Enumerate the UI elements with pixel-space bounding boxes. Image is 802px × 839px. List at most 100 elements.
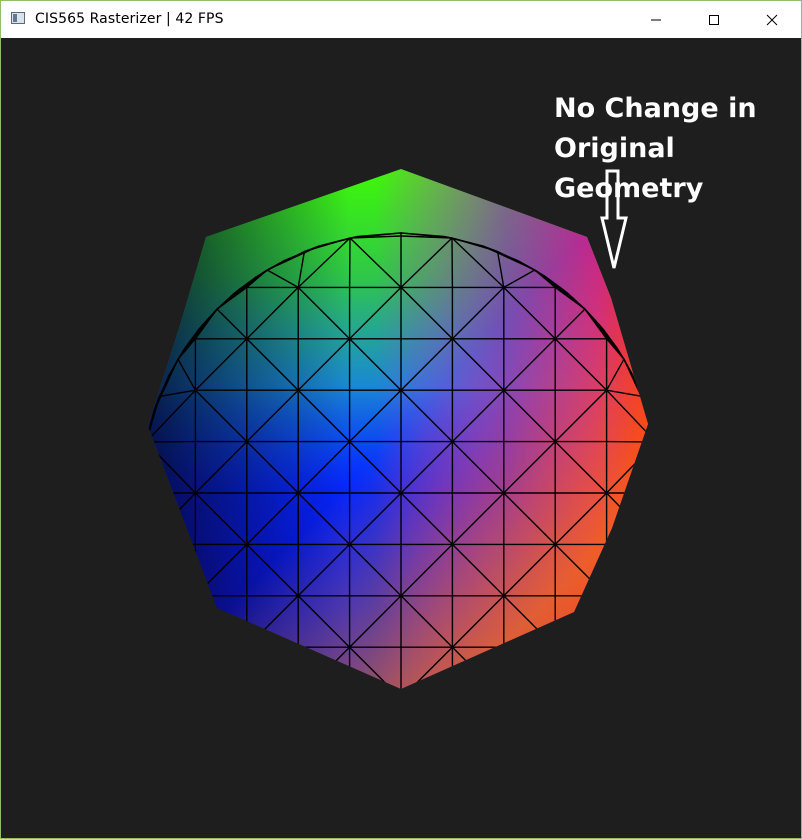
wireframe-edge — [194, 389, 248, 443]
wireframe-edge — [304, 735, 350, 749]
wireframe-edge — [656, 493, 661, 544]
wireframe-edge — [567, 676, 586, 689]
wireframe-edge — [534, 676, 586, 689]
wireframe-edge — [400, 235, 453, 239]
title-bar[interactable]: CIS565 Rasterizer | 42 FPS — [1, 1, 801, 38]
wireframe-edge — [216, 646, 248, 678]
wireframe-edge — [503, 441, 556, 494]
wireframe-edge — [658, 493, 662, 536]
wireframe-edge — [349, 543, 402, 597]
wireframe-edge — [235, 693, 257, 710]
wireframe-edge — [584, 636, 618, 678]
close-icon — [766, 14, 778, 25]
wireframe-edge — [498, 716, 535, 735]
wireframe-edge — [297, 389, 351, 443]
wireframe-edge — [349, 237, 402, 288]
wireframe-edge — [498, 699, 504, 735]
wireframe-edge — [297, 338, 351, 391]
wireframe-edge — [497, 250, 536, 271]
wireframe-edge — [216, 676, 258, 689]
wireframe-edge — [606, 588, 643, 597]
wireframe-edge — [641, 543, 648, 590]
wireframe-edge — [554, 676, 586, 689]
wireframe-edge — [184, 636, 202, 660]
wireframe-edge — [158, 589, 179, 628]
wireframe-edge — [200, 659, 218, 678]
wireframe-edge — [503, 286, 556, 340]
maximize-button[interactable] — [685, 1, 743, 38]
wireframe-edge — [535, 709, 546, 716]
close-button[interactable] — [743, 1, 801, 38]
wireframe-edge — [535, 696, 564, 716]
wireframe-edge — [216, 286, 248, 310]
wireframe-edge — [400, 543, 453, 597]
wireframe-edge — [194, 646, 218, 678]
wireframe-edge — [567, 676, 586, 689]
wireframe-edge — [177, 358, 197, 391]
wireframe-edge — [267, 716, 285, 726]
wireframe-edge — [349, 441, 402, 494]
wireframe-edge — [554, 338, 608, 391]
wireframe-edge — [167, 608, 179, 628]
wireframe-edge — [216, 308, 248, 340]
wireframe-edge — [297, 237, 351, 288]
minimize-button[interactable] — [627, 1, 685, 38]
wireframe-edge — [148, 389, 196, 443]
wireframe-edge — [496, 251, 505, 288]
wireframe-edge — [349, 595, 402, 648]
minimize-icon — [651, 19, 661, 20]
wireframe-edge — [623, 575, 648, 628]
wireframe-edge — [545, 696, 563, 709]
wireframe-edge — [350, 748, 401, 753]
wireframe-edge — [451, 646, 505, 689]
wireframe-edge — [148, 535, 155, 576]
wireframe-edge — [444, 740, 484, 750]
wireframe-edge — [200, 659, 218, 678]
wireframe-edge — [400, 237, 453, 288]
sphere-mesh — [144, 169, 662, 753]
wireframe-edge — [606, 626, 625, 648]
wireframe-edge — [503, 338, 556, 391]
render-viewport[interactable]: No Change in Original Geometry — [1, 38, 801, 838]
wireframe-edge — [144, 493, 146, 544]
wireframe-edge — [197, 655, 218, 678]
wireframe-edge — [158, 358, 179, 397]
annotation-line-1: No Change in — [554, 93, 757, 124]
wireframe-edge — [517, 716, 535, 726]
wireframe-edge — [483, 735, 497, 740]
wireframe-edge — [216, 676, 239, 689]
wireframe-edge — [144, 442, 146, 450]
wireframe-edge — [451, 338, 505, 391]
wireframe-edge — [503, 389, 556, 443]
wireframe-edge — [216, 676, 239, 689]
wireframe-edge — [647, 543, 648, 576]
wireframe-edge — [444, 748, 452, 750]
wireframe-edge — [401, 748, 452, 750]
wireframe-edge — [184, 636, 218, 678]
wireframe-edge — [246, 646, 299, 689]
wireframe-edge — [144, 442, 146, 493]
wireframe-edge — [554, 308, 586, 340]
wireframe-edge — [401, 699, 452, 748]
wireframe-edge — [606, 338, 625, 360]
wireframe-edge — [297, 543, 351, 597]
wireframe-edge — [349, 492, 402, 545]
wireframe-edge — [600, 636, 618, 660]
wireframe-edge — [656, 536, 658, 544]
wireframe-edge — [194, 338, 248, 391]
wireframe-edge — [451, 492, 505, 545]
wireframe-edge — [452, 735, 498, 749]
wireframe-edge — [605, 595, 625, 628]
wireframe-edge — [584, 626, 625, 678]
wireframe-edge — [400, 646, 453, 689]
wireframe-edge — [616, 608, 635, 638]
wireframe-edge — [632, 575, 648, 610]
wireframe-edge — [194, 441, 248, 494]
wireframe-edge — [246, 441, 299, 494]
wireframe-edge — [647, 410, 648, 443]
wireframe-edge — [554, 286, 586, 310]
wireframe-edge — [349, 389, 402, 443]
wireframe-edge — [267, 699, 298, 716]
wireframe-edge — [584, 659, 602, 678]
wireframe-edge — [177, 626, 199, 656]
